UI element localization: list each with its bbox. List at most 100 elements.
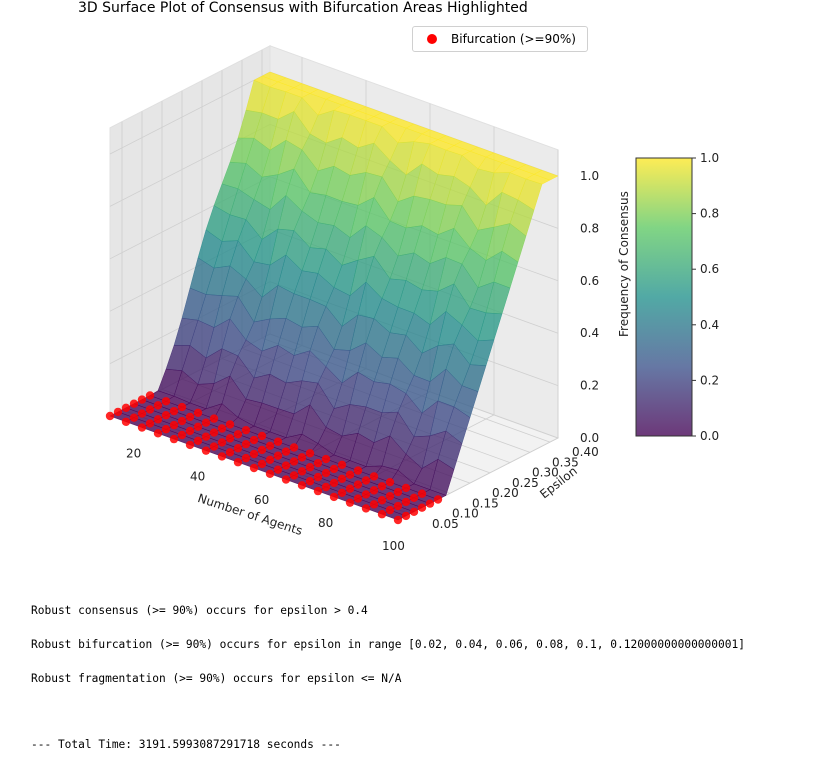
- bifurcation-point: [201, 432, 211, 441]
- bifurcation-point: [385, 491, 395, 501]
- bifurcation-point: [289, 443, 299, 452]
- bifurcation-point: [313, 472, 323, 482]
- bifurcation-point: [105, 411, 115, 421]
- bifurcation-point: [321, 468, 331, 478]
- bifurcation-point: [233, 430, 243, 439]
- console-line-total-time: --- Total Time: 3191.5993087291718 secon…: [31, 738, 341, 751]
- bifurcation-point: [225, 448, 235, 457]
- bifurcation-point: [217, 424, 227, 433]
- bifurcation-point: [353, 480, 363, 489]
- bifurcation-point: [297, 481, 307, 490]
- bifurcation-point: [129, 413, 139, 422]
- z-tick-label: 0.6: [580, 274, 599, 288]
- bifurcation-point: [313, 486, 323, 496]
- z-tick-label: 1.0: [580, 169, 599, 183]
- bifurcation-point: [401, 483, 411, 493]
- bifurcation-point: [305, 477, 315, 486]
- colorbar-gradient: [635, 157, 693, 437]
- y-tick-label: 0.10: [452, 507, 479, 521]
- y-tick-label: 0.15: [472, 496, 499, 510]
- bifurcation-point: [217, 438, 227, 447]
- x-tick-label: 40: [190, 470, 205, 484]
- bifurcation-point: [201, 446, 211, 455]
- bifurcation-point: [193, 422, 203, 432]
- y-tick-label: 0.20: [492, 486, 519, 500]
- colorbar-tick-label: 0.8: [700, 207, 719, 221]
- y-tick-label: 0.05: [432, 517, 459, 531]
- colorbar-tick-label: 1.0: [700, 151, 719, 165]
- surface-plot: 204060801000.050.100.150.200.250.300.350…: [105, 44, 719, 553]
- bifurcation-point: [353, 494, 363, 503]
- bifurcation-point: [153, 429, 163, 438]
- bifurcation-point: [265, 455, 275, 464]
- bifurcation-point: [153, 415, 163, 424]
- colorbar-tick-label: 0.6: [700, 262, 719, 276]
- bifurcation-point: [329, 478, 339, 488]
- y-tick-label: 0.35: [552, 455, 579, 469]
- bifurcation-point: [145, 391, 155, 400]
- bifurcation-point: [377, 496, 387, 505]
- bifurcation-point: [401, 511, 411, 521]
- bifurcation-point: [433, 495, 443, 504]
- consensus-surface: [109, 71, 559, 521]
- bifurcation-point: [337, 460, 347, 470]
- bifurcation-point: [209, 442, 219, 451]
- bifurcation-point: [121, 417, 131, 426]
- bifurcation-point: [385, 505, 395, 515]
- bifurcation-point: [273, 437, 283, 446]
- bifurcation-point: [161, 397, 171, 406]
- x-tick-label: 100: [382, 539, 405, 553]
- bifurcation-point: [209, 414, 219, 423]
- bifurcation-point: [361, 476, 371, 485]
- bifurcation-point: [297, 467, 307, 476]
- chart-title: 3D Surface Plot of Consensus with Bifurc…: [78, 0, 528, 16]
- bifurcation-point: [337, 474, 347, 484]
- bifurcation-point: [161, 425, 171, 434]
- bifurcation-point: [313, 458, 323, 468]
- bifurcation-point: [249, 449, 259, 459]
- bifurcation-point: [161, 411, 171, 420]
- bifurcation-point: [321, 454, 331, 464]
- z-tick-label: 0.8: [580, 221, 599, 235]
- bifurcation-point: [113, 407, 123, 417]
- bifurcation-point: [401, 497, 411, 507]
- bifurcation-point: [393, 487, 403, 497]
- bifurcation-point: [409, 507, 419, 516]
- legend-marker: [427, 34, 437, 44]
- grid-line-z-side: [109, 71, 271, 155]
- bifurcation-point: [241, 425, 251, 435]
- y-tick-label: 0.40: [572, 445, 599, 459]
- z-tick-label: 0.2: [580, 379, 599, 393]
- bifurcation-point: [369, 486, 379, 495]
- bifurcation-point: [217, 452, 227, 461]
- console-line-fragmentation: Robust fragmentation (>= 90%) occurs for…: [31, 672, 402, 685]
- bifurcation-point: [193, 408, 203, 418]
- bifurcation-point: [281, 447, 291, 456]
- bifurcation-point: [137, 395, 147, 404]
- x-tick-label: 60: [254, 493, 269, 507]
- console-line-bifurcation: Robust bifurcation (>= 90%) occurs for e…: [31, 638, 745, 651]
- legend-label: Bifurcation (>=90%): [451, 32, 576, 46]
- bifurcation-point: [353, 466, 363, 475]
- bifurcation-point: [385, 477, 395, 487]
- bifurcation-point: [377, 510, 387, 519]
- z-tick-label: 0.0: [580, 431, 599, 445]
- z-tick-label: 0.4: [580, 326, 599, 340]
- y-tick-label: 0.25: [512, 476, 539, 490]
- bifurcation-point: [305, 449, 315, 458]
- bifurcation-point: [153, 401, 163, 410]
- bifurcation-point: [193, 436, 203, 445]
- bifurcation-point: [241, 439, 251, 449]
- bifurcation-point: [273, 451, 283, 460]
- legend: Bifurcation (>=90%): [412, 26, 588, 52]
- x-tick-label: 20: [126, 447, 141, 461]
- bifurcation-point: [345, 498, 355, 507]
- bifurcation-point: [185, 412, 195, 422]
- bifurcation-point: [145, 419, 155, 428]
- bifurcation-point: [417, 489, 427, 498]
- bifurcation-point: [169, 406, 179, 416]
- x-tick-label: 80: [318, 516, 333, 530]
- bifurcation-point: [281, 461, 291, 470]
- bifurcation-point: [425, 499, 435, 508]
- bifurcation-point: [409, 493, 419, 503]
